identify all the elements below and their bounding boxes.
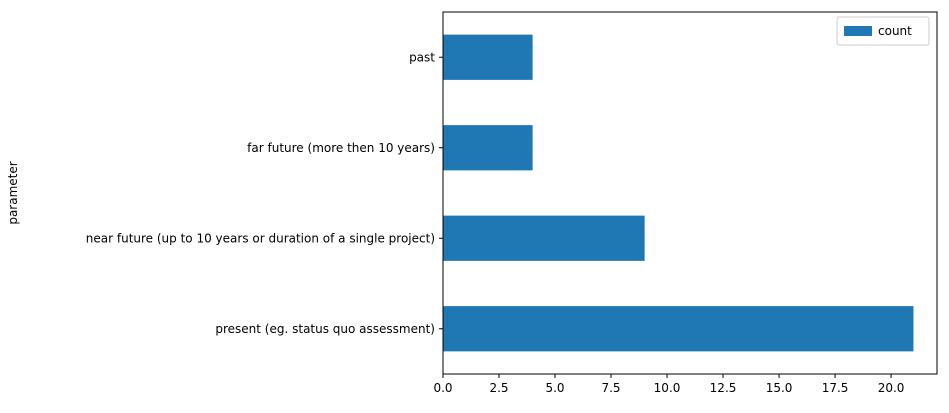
bar — [443, 34, 533, 80]
legend: count — [836, 16, 930, 46]
legend-label-count: count — [878, 24, 912, 38]
y-tick-label: near future (up to 10 years or duration … — [86, 231, 435, 245]
bar — [443, 215, 645, 261]
legend-box — [836, 16, 930, 46]
y-axis-ticks: present (eg. status quo assessment) near … — [86, 50, 443, 336]
bar — [443, 125, 533, 171]
x-tick-label: 20.0 — [878, 381, 905, 395]
bar — [443, 306, 914, 352]
plot-frame — [442, 11, 938, 375]
y-tick-label: far future (more then 10 years) — [247, 141, 435, 155]
x-tick-label: 12.5 — [710, 381, 737, 395]
x-axis-ticks: 0.0 2.5 5.0 7.5 10.0 12.5 15.0 17.5 20.0 — [433, 374, 904, 395]
x-tick-label: 10.0 — [654, 381, 681, 395]
x-tick-label: 7.5 — [601, 381, 620, 395]
x-tick-label: 17.5 — [822, 381, 849, 395]
x-tick-label: 2.5 — [489, 381, 508, 395]
x-tick-label: 0.0 — [433, 381, 452, 395]
legend-swatch-count — [844, 26, 872, 36]
x-tick-label: 15.0 — [766, 381, 793, 395]
y-tick-label: present (eg. status quo assessment) — [215, 322, 435, 336]
y-tick-label: past — [409, 50, 435, 64]
x-tick-label: 5.0 — [545, 381, 564, 395]
y-axis-label: parameter — [6, 161, 20, 224]
bars-group — [443, 34, 914, 352]
